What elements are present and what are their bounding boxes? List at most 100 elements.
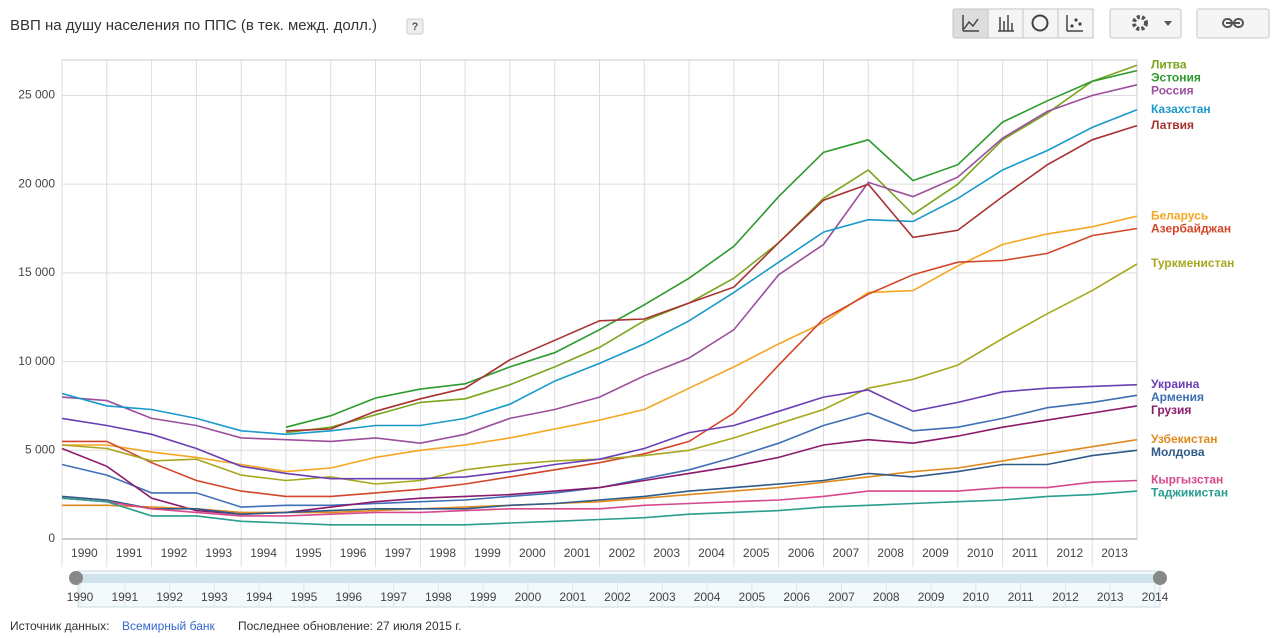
slider-tick-label: 2002 (604, 590, 631, 604)
slider-tick-label: 1996 (335, 590, 362, 604)
legend-label: Кыргызстан (1151, 473, 1223, 487)
scatter-dot (1070, 24, 1074, 28)
slider-tick-label: 1992 (156, 590, 183, 604)
slider-tick-label: 1993 (201, 590, 228, 604)
range-slider[interactable]: 1990 1991 1992 1993 1994 1995 1996 1997 1998 1999… (67, 570, 1169, 608)
x-tick-label: 1993 (205, 546, 232, 560)
series-line (61, 383, 1138, 480)
x-tick-label: 2002 (609, 546, 636, 560)
series-line (285, 64, 1138, 434)
series-line (62, 215, 1138, 473)
slider-tick-label: 1994 (246, 590, 273, 604)
slider-handle[interactable] (69, 571, 83, 585)
x-tick-label: 2011 (1012, 546, 1038, 560)
legend-label: Латвия (1151, 118, 1194, 132)
slider-tick-label: 1999 (470, 590, 497, 604)
slider-tick-label: 2013 (1097, 590, 1124, 604)
slider-tick-label: 2003 (649, 590, 676, 604)
legend-label: Армения (1151, 390, 1204, 404)
legend-label: Грузия (1151, 403, 1191, 417)
help-text: ? (412, 21, 419, 33)
legend-label: Молдова (1151, 445, 1205, 459)
legend-label: Казахстан (1151, 102, 1211, 116)
legend-label: Россия (1151, 83, 1194, 97)
dropdown-arrow (1164, 21, 1172, 26)
line-icon (962, 15, 979, 32)
series-line (61, 84, 1138, 445)
legend-label: Узбекистан (1151, 432, 1217, 446)
x-tick-label: 1999 (474, 546, 501, 560)
legend-label: Азербайджан (1151, 221, 1231, 235)
x-tick-label: 1991 (116, 546, 143, 560)
slider-tick-label: 2005 (739, 590, 766, 604)
chart-title: ВВП на душу населения по ППС (в тек. меж… (10, 17, 377, 34)
x-tick-label: 1998 (429, 546, 456, 560)
x-tick-label: 2003 (653, 546, 680, 560)
globe-icon (1031, 14, 1049, 32)
series-line (62, 438, 1138, 514)
slider-tick-label: 2014 (1142, 590, 1169, 604)
y-tick-label: 20 000 (18, 176, 55, 190)
source-link[interactable]: Всемирный банк (122, 619, 215, 633)
y-tick-label: 5 000 (25, 442, 55, 456)
series-line (61, 479, 1138, 517)
scatter-button[interactable] (1057, 8, 1094, 39)
slider-tick-label: 1990 (67, 590, 94, 604)
x-tick-label: 2010 (967, 546, 994, 560)
legend-label: Эстония (1151, 70, 1201, 84)
y-tick-label: 25 000 (18, 88, 55, 102)
series-line (285, 124, 1138, 432)
slider-tick-label: 1997 (380, 590, 407, 604)
x-tick-label: 1996 (340, 546, 367, 560)
slider-tick-label: 2008 (873, 590, 900, 604)
bar-icon (998, 15, 1014, 32)
x-tick-label: 1994 (250, 546, 277, 560)
legend-label: Беларусь (1151, 208, 1208, 222)
slider-tick-label: 2004 (694, 590, 721, 604)
y-tick-label: 0 (48, 531, 55, 545)
slider-tick-label: 2007 (828, 590, 855, 604)
slider-tick-label: 1991 (111, 590, 138, 604)
x-tick-label: 2008 (877, 546, 904, 560)
slider-tick-label: 1995 (291, 590, 318, 604)
chart-type-toolbar (952, 8, 1270, 39)
link-icon (1233, 18, 1244, 28)
legend-label: Таджикистан (1151, 486, 1228, 500)
help-button[interactable] (406, 18, 424, 35)
x-tick-label: 2000 (519, 546, 546, 560)
series-line (62, 227, 1138, 498)
scatter-dot (1078, 22, 1082, 26)
series-line (61, 449, 1138, 516)
source-label: Источник данных: (10, 619, 109, 633)
x-tick-label: 1992 (161, 546, 188, 560)
slider-tick-label: 2012 (1052, 590, 1079, 604)
slider-tick-label: 2011 (1008, 590, 1034, 604)
x-tick-label: 2005 (743, 546, 770, 560)
series-line (61, 490, 1138, 526)
slider-handle[interactable] (1153, 571, 1167, 585)
x-tick-label: 2007 (833, 546, 860, 560)
series-line (285, 69, 1138, 428)
legend-label: Литва (1151, 57, 1187, 71)
slider-tick-label: 2001 (559, 590, 586, 604)
slider-range (78, 574, 1160, 583)
x-tick-label: 2001 (564, 546, 591, 560)
slider-tick-label: 2010 (962, 590, 989, 604)
x-tick-label: 1997 (385, 546, 412, 560)
scatter-axes (1066, 15, 1083, 32)
x-tick-label: 2013 (1101, 546, 1128, 560)
updated-text: Последнее обновление: 27 июля 2015 г. (238, 619, 462, 633)
link-icon (1222, 18, 1233, 28)
slider-tick-label: 2000 (515, 590, 542, 604)
x-tick-label: 2012 (1056, 546, 1083, 560)
slider-tick-label: 2009 (918, 590, 945, 604)
x-tick-label: 1990 (71, 546, 98, 560)
scatter-dot (1074, 18, 1078, 22)
legend-label: Украина (1151, 377, 1200, 391)
y-tick-label: 10 000 (18, 354, 55, 368)
slider-tick-label: 2006 (783, 590, 810, 604)
series-line (61, 108, 1138, 436)
y-tick-label: 15 000 (18, 265, 55, 279)
legend-label: Туркменистан (1151, 256, 1234, 270)
